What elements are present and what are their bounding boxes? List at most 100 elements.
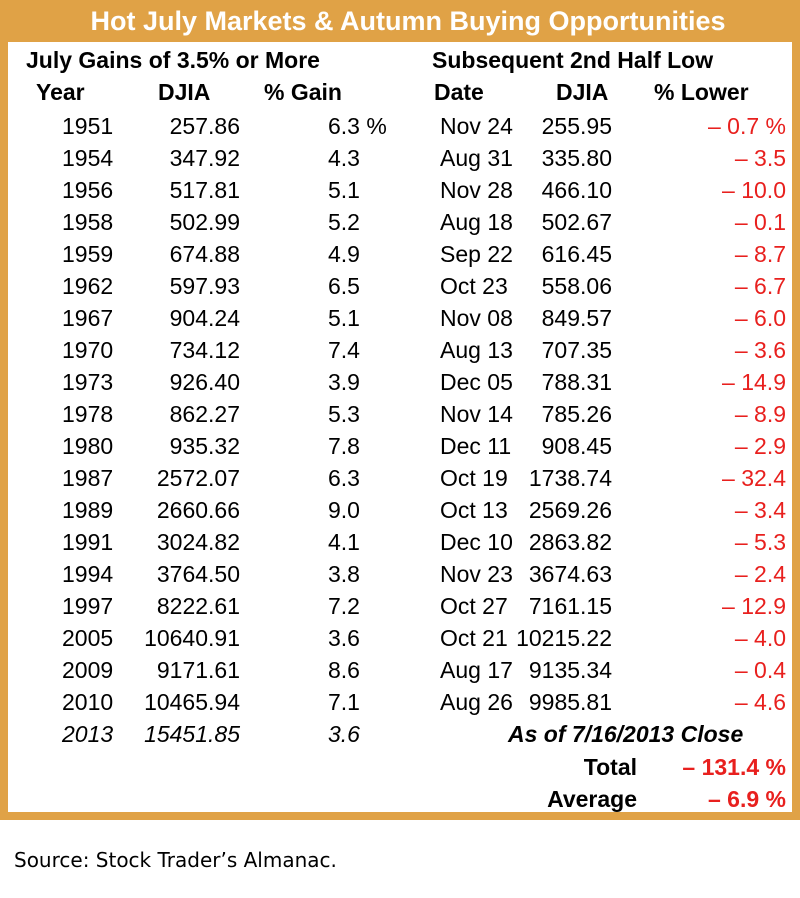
column-header-gain: % Gain xyxy=(264,79,342,105)
cell-date: Aug 31 xyxy=(440,145,513,171)
cell-year: 1997 xyxy=(62,593,114,619)
cell-gain: 3.6 xyxy=(328,625,360,651)
table-row: 1956 517.81 5.1 Nov 28 466.10 – 10.0 xyxy=(0,175,800,207)
cell-djia-low: 785.26 xyxy=(541,401,612,427)
cell-djia: 904.24 xyxy=(169,305,240,331)
cell-lower: – 6.7 xyxy=(734,273,786,299)
cell-djia-low: 707.35 xyxy=(541,337,612,363)
table-row: 1962 597.93 6.5 Oct 23 558.06 – 6.7 xyxy=(0,271,800,303)
table-row: 1967 904.24 5.1 Nov 08 849.57 – 6.0 xyxy=(0,303,800,335)
table-row: 1970 734.12 7.4 Aug 13 707.35 – 3.6 xyxy=(0,335,800,367)
cell-lower: – 4.6 xyxy=(734,689,786,715)
cell-date: Dec 10 xyxy=(440,529,513,555)
cell-djia: 8222.61 xyxy=(156,593,240,619)
cell-lower: – 3.5 xyxy=(734,145,786,171)
cell-djia: 734.12 xyxy=(169,337,240,363)
cell-lower: – 5.3 xyxy=(734,529,786,555)
cell-djia-low: 335.80 xyxy=(541,145,612,171)
cell-djia-low: 502.67 xyxy=(541,209,612,235)
cell-gain: 6.3 xyxy=(328,465,360,491)
cell-gain: 5.3 xyxy=(328,401,360,427)
cell-date: Oct 21 xyxy=(440,625,508,651)
table-row: 1954 347.92 4.3 Aug 31 335.80 – 3.5 xyxy=(0,143,800,175)
current-djia: 15451.85 xyxy=(144,721,240,747)
cell-year: 1962 xyxy=(62,273,114,299)
cell-djia: 926.40 xyxy=(169,369,240,395)
cell-djia-low: 3674.63 xyxy=(528,561,612,587)
total-value: – 131.4 % xyxy=(682,754,786,780)
cell-djia-low: 7161.15 xyxy=(528,593,612,619)
average-label: Average xyxy=(547,786,637,812)
cell-djia-low: 558.06 xyxy=(541,273,612,299)
table-row: 1991 3024.82 4.1 Dec 10 2863.82 – 5.3 xyxy=(0,527,800,559)
cell-djia: 2660.66 xyxy=(156,497,240,523)
right-group-header: Subsequent 2nd Half Low xyxy=(432,47,714,73)
cell-lower: – 2.4 xyxy=(734,561,786,587)
cell-djia-low: 849.57 xyxy=(541,305,612,331)
cell-year: 1970 xyxy=(62,337,114,363)
cell-gain: 5.2 xyxy=(328,209,360,235)
cell-djia: 517.81 xyxy=(169,177,240,203)
cell-djia: 674.88 xyxy=(169,241,240,267)
cell-lower: – 4.0 xyxy=(734,625,786,651)
column-header-year: Year xyxy=(36,79,85,105)
cell-djia: 10465.94 xyxy=(144,689,240,715)
cell-date: Nov 24 xyxy=(440,113,513,139)
cell-lower: – 32.4 xyxy=(722,465,786,491)
cell-djia: 935.32 xyxy=(169,433,240,459)
current-note: As of 7/16/2013 Close xyxy=(508,721,744,747)
cell-djia-low: 616.45 xyxy=(541,241,612,267)
cell-gain: 3.8 xyxy=(328,561,360,587)
cell-gain: 7.4 xyxy=(328,337,360,363)
cell-djia-low: 10215.22 xyxy=(516,625,612,651)
cell-djia: 862.27 xyxy=(169,401,240,427)
cell-gain: 5.1 xyxy=(328,177,360,203)
cell-year: 1958 xyxy=(62,209,114,235)
cell-gain: 9.0 xyxy=(328,497,360,523)
cell-lower: – 8.7 xyxy=(734,241,786,267)
cell-lower: – 8.9 xyxy=(734,401,786,427)
cell-year: 2005 xyxy=(62,625,114,651)
table-row: 2010 10465.94 7.1 Aug 26 9985.81 – 4.6 xyxy=(0,687,800,719)
cell-date: Dec 05 xyxy=(440,369,513,395)
cell-lower: – 14.9 xyxy=(722,369,786,395)
cell-gain: 5.1 xyxy=(328,305,360,331)
cell-date: Aug 17 xyxy=(440,657,513,683)
cell-gain: 6.5 xyxy=(328,273,360,299)
cell-date: Aug 13 xyxy=(440,337,513,363)
table-row: 1978 862.27 5.3 Nov 14 785.26 – 8.9 xyxy=(0,399,800,431)
table-row: 1958 502.99 5.2 Aug 18 502.67 – 0.1 xyxy=(0,207,800,239)
table-row: 1980 935.32 7.8 Dec 11 908.45 – 2.9 xyxy=(0,431,800,463)
cell-lower: – 2.9 xyxy=(734,433,786,459)
column-header-djia: DJIA xyxy=(158,79,211,105)
cell-lower: – 0.1 xyxy=(734,209,786,235)
cell-year: 1987 xyxy=(62,465,114,491)
cell-lower: – 12.9 xyxy=(722,593,786,619)
table-row: 1994 3764.50 3.8 Nov 23 3674.63 – 2.4 xyxy=(0,559,800,591)
cell-djia-low: 255.95 xyxy=(541,113,612,139)
cell-date: Sep 22 xyxy=(440,241,513,267)
table-frame: Hot July Markets & Autumn Buying Opportu… xyxy=(0,0,800,820)
column-header-date: Date xyxy=(434,79,484,105)
cell-gain: 6.3 % xyxy=(328,113,387,139)
cell-djia-low: 9985.81 xyxy=(528,689,612,715)
cell-gain: 3.9 xyxy=(328,369,360,395)
cell-gain: 7.2 xyxy=(328,593,360,619)
cell-djia: 2572.07 xyxy=(156,465,240,491)
cell-year: 1959 xyxy=(62,241,114,267)
average-value: – 6.9 % xyxy=(708,786,786,812)
cell-gain: 7.1 xyxy=(328,689,360,715)
cell-date: Nov 14 xyxy=(440,401,513,427)
cell-djia-low: 466.10 xyxy=(541,177,612,203)
cell-year: 1991 xyxy=(62,529,114,555)
cell-gain: 4.3 xyxy=(328,145,360,171)
cell-gain: 4.9 xyxy=(328,241,360,267)
cell-lower: – 10.0 xyxy=(722,177,786,203)
cell-year: 1951 xyxy=(62,113,114,139)
cell-year: 2009 xyxy=(62,657,114,683)
cell-lower: – 0.4 xyxy=(734,657,786,683)
table-row: 1989 2660.66 9.0 Oct 13 2569.26 – 3.4 xyxy=(0,495,800,527)
cell-djia: 3764.50 xyxy=(156,561,240,587)
cell-djia-low: 788.31 xyxy=(541,369,612,395)
table-row: 2009 9171.61 8.6 Aug 17 9135.34 – 0.4 xyxy=(0,655,800,687)
